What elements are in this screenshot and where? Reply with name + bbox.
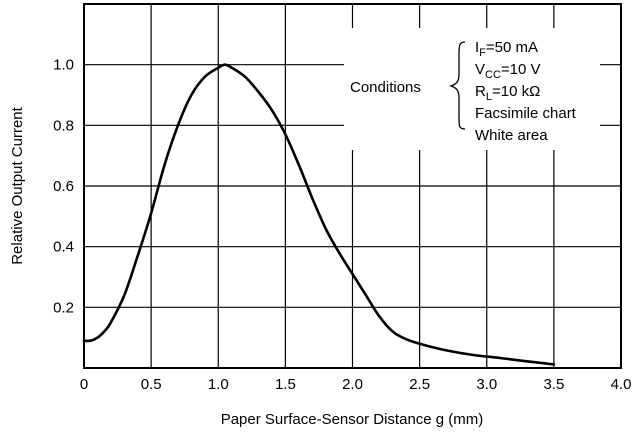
- conditions-label: Conditions: [350, 79, 421, 96]
- x-tick-label: 1.5: [275, 376, 296, 393]
- x-axis-label: Paper Surface-Sensor Distance g (mm): [221, 411, 484, 428]
- y-tick-label: 0.6: [53, 178, 74, 195]
- x-tick-label: 1.0: [208, 376, 229, 393]
- y-tick-label: 0.4: [53, 239, 74, 256]
- y-tick-labels: 0.2 0.4 0.6 0.8 1.0: [53, 57, 74, 317]
- condition-white-area: White area: [475, 127, 548, 144]
- y-tick-label: 0.2: [53, 299, 74, 316]
- x-tick-label: 4.0: [611, 376, 632, 393]
- x-tick-label: 2.0: [342, 376, 363, 393]
- condition-vcc: VCC=10 V: [475, 61, 541, 81]
- condition-facsimile: Facsimile chart: [475, 105, 577, 122]
- condition-rl: RL=10 kΩ: [475, 83, 540, 103]
- y-tick-label: 0.8: [53, 117, 74, 134]
- x-tick-label: 3.0: [476, 376, 497, 393]
- y-tick-label: 1.0: [53, 57, 74, 74]
- x-tick-labels: 0 0.5 1.0 1.5 2.0 2.5 3.0 3.5 4.0: [80, 376, 632, 393]
- conditions-brace: [448, 41, 466, 130]
- y-axis-label: Relative Output Current: [9, 106, 26, 264]
- x-tick-label: 3.5: [543, 376, 564, 393]
- x-tick-label: 2.5: [409, 376, 430, 393]
- x-tick-label: 0.5: [141, 376, 162, 393]
- plot-frame: [83, 3, 622, 369]
- series-line: [82, 63, 556, 366]
- condition-if: IF=50 mA: [475, 39, 538, 59]
- x-tick-label: 0: [80, 376, 88, 393]
- conditions-background: [344, 28, 600, 150]
